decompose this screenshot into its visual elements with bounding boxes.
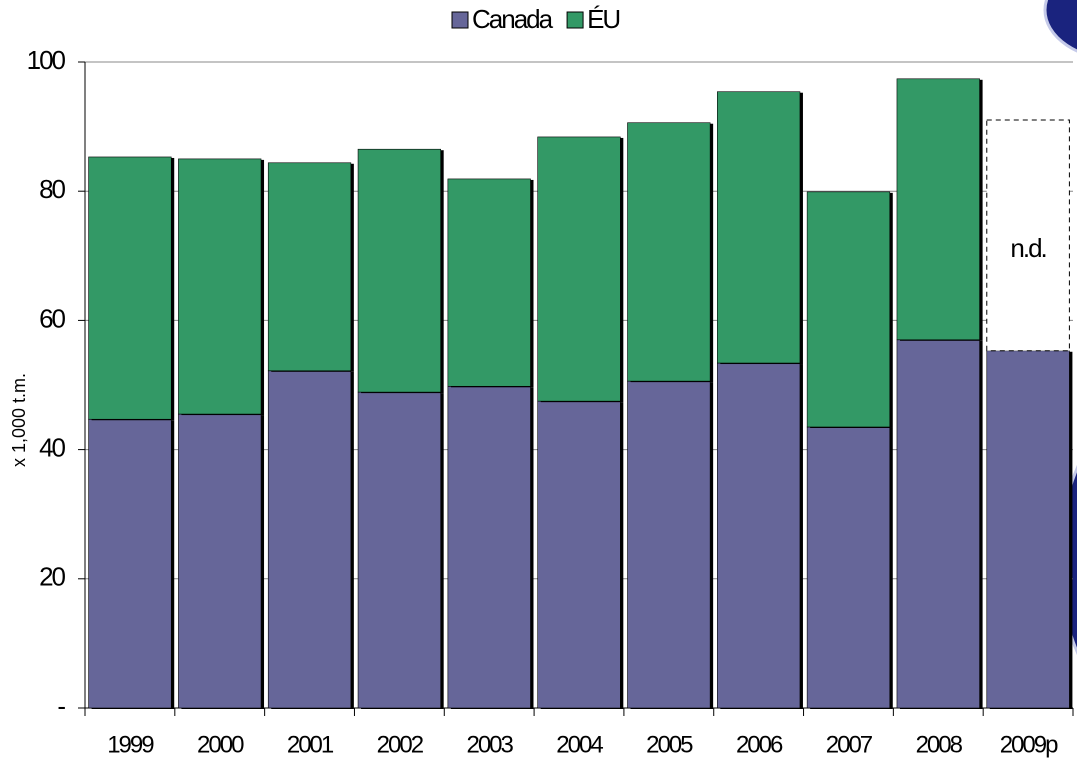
x-tick-label: 2006 [736, 731, 783, 758]
bar [448, 179, 531, 386]
y-tick-label: 60 [39, 303, 65, 333]
x-tick-label: 2000 [197, 731, 244, 758]
x-tick-label: 2009p [1000, 731, 1058, 758]
legend-swatch [567, 12, 583, 28]
y-axis-label: x 1,000 t.m. [9, 373, 29, 467]
x-tick-label: 2003 [466, 731, 513, 758]
bar [538, 401, 621, 708]
bar [717, 363, 800, 708]
bar [358, 149, 441, 392]
bar [628, 123, 711, 381]
bar [987, 351, 1070, 708]
bar [897, 79, 980, 340]
decoration [1045, 0, 1077, 60]
bar [807, 427, 890, 708]
x-tick-label: 2005 [646, 731, 693, 758]
bar [178, 159, 261, 414]
bar [268, 163, 351, 371]
x-tick-label: 2008 [916, 731, 963, 758]
legend-label: ÉU [587, 4, 619, 34]
chart: x 1,000 t.m. - 20 40 60 80 100 1999 2000 2001 200… [0, 0, 1077, 771]
bar [717, 92, 800, 363]
legend-swatch [452, 12, 468, 28]
bar [807, 192, 890, 427]
bar [358, 392, 441, 708]
y-tick-label: 80 [39, 174, 65, 204]
x-tick-label: 2004 [556, 731, 603, 758]
y-tick-label: - [57, 691, 65, 721]
bar [89, 419, 172, 708]
x-tick-label: 2001 [287, 731, 334, 758]
x-tick-label: 1999 [107, 731, 154, 758]
y-tick-label: 100 [27, 45, 66, 75]
bar [628, 381, 711, 708]
bar [448, 386, 531, 708]
y-tick-label: 20 [39, 562, 65, 592]
bar [897, 340, 980, 708]
bar [178, 414, 261, 708]
annotation: n.d. [1010, 233, 1045, 263]
y-tick-label: 40 [39, 432, 65, 462]
bar [538, 137, 621, 401]
legend-label: Canada [472, 4, 554, 34]
bar [268, 371, 351, 708]
x-tick-label: 2002 [377, 731, 424, 758]
x-tick-label: 2007 [826, 731, 873, 758]
bar [89, 157, 172, 419]
